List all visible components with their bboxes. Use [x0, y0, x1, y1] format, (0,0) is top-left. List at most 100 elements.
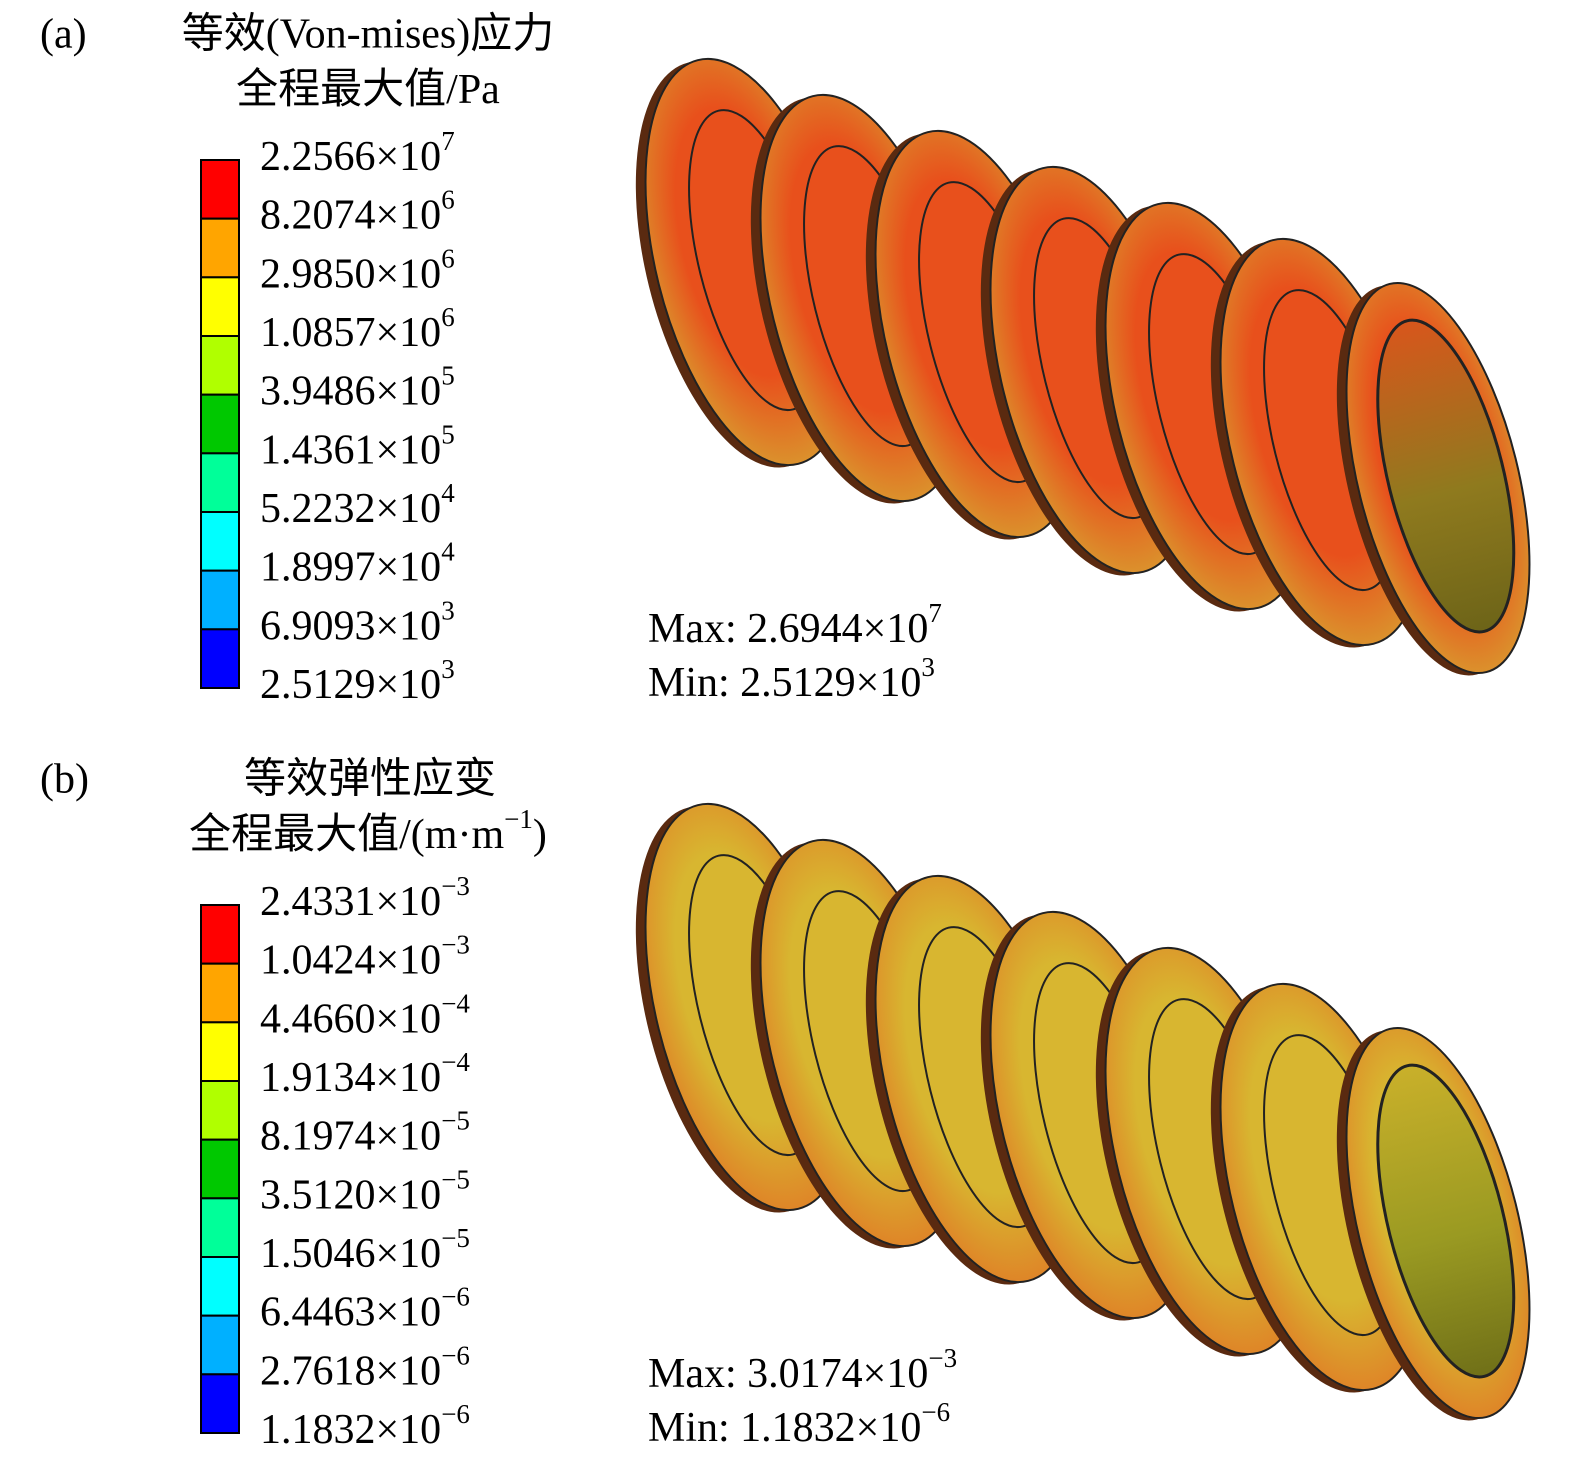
- legend-level-main: 5.2232×10: [260, 486, 441, 532]
- legend-level: 2.2566×107: [260, 126, 455, 179]
- panel-label: (b): [40, 757, 89, 803]
- min-label-sup: −6: [921, 1397, 950, 1427]
- legend-level: 1.0424×10−3: [260, 930, 470, 983]
- legend-level-main: 4.4660×10: [260, 996, 441, 1042]
- model-render: [635, 802, 1531, 1421]
- legend-subtitle: 全程最大值/(m·m−1): [189, 804, 547, 857]
- legend-level-main: 3.9486×10: [260, 368, 441, 414]
- legend-level-main: 6.9093×10: [260, 603, 441, 649]
- legend-level: 8.1974×10−5: [260, 1106, 470, 1159]
- legend-level-main: 3.5120×10: [260, 1172, 441, 1218]
- legend-level: 2.7618×10−6: [260, 1341, 470, 1394]
- legend-level: 3.5120×10−5: [260, 1165, 470, 1218]
- legend-level-main: 2.5129×10: [260, 662, 441, 708]
- model-render: [635, 57, 1531, 676]
- legend-level-main: 1.9134×10: [260, 1055, 441, 1101]
- min-label-sup: 3: [921, 652, 935, 682]
- legend-level-sup: 5: [441, 361, 455, 391]
- legend-level: 8.2074×106: [260, 185, 455, 238]
- legend-level-sup: −5: [441, 1106, 470, 1136]
- legend-band: [200, 1197, 240, 1259]
- legend-level-main: 8.1974×10: [260, 1113, 441, 1159]
- legend-band: [200, 1080, 240, 1141]
- legend-level-main: 1.8997×10: [260, 544, 441, 590]
- legend-subtitle-sup: −1: [504, 804, 533, 834]
- legend-level: 1.8997×104: [260, 537, 455, 590]
- legend-level: 1.1832×10−6: [260, 1399, 470, 1452]
- max-label-main: Max: 2.6944×10: [648, 606, 928, 652]
- legend-subtitle-main: 全程最大值/(m·m: [189, 811, 504, 858]
- legend-title: 等效弹性应变: [244, 756, 496, 803]
- legend-level: 5.2232×104: [260, 478, 455, 531]
- legend-level-main: 1.0424×10: [260, 937, 441, 983]
- legend-band: [200, 335, 240, 396]
- legend-level-sup: 6: [441, 244, 455, 274]
- legend-band: [200, 1373, 240, 1434]
- legend-band: [200, 452, 240, 514]
- legend-level-main: 1.4361×10: [260, 427, 441, 473]
- legend-level-sup: 6: [441, 185, 455, 215]
- legend-level: 2.5129×103: [260, 654, 455, 707]
- min-label-main: Min: 1.1832×10: [648, 1405, 921, 1451]
- legend-level-sup: 6: [441, 302, 455, 332]
- legend-level-main: 6.4463×10: [260, 1289, 441, 1335]
- legend-level: 1.0857×106: [260, 302, 455, 355]
- legend-level-sup: −6: [441, 1399, 470, 1429]
- legend-level-sup: −4: [441, 1047, 470, 1077]
- legend-level-main: 2.9850×10: [260, 251, 441, 297]
- legend-band: [200, 904, 240, 965]
- legend-level: 3.9486×105: [260, 361, 455, 414]
- legend-level-sup: −3: [441, 871, 470, 901]
- legend-level: 1.4361×105: [260, 420, 455, 473]
- legend-level-sup: 4: [441, 537, 455, 567]
- max-label-sup: −3: [928, 1343, 957, 1373]
- legend-level-main: 8.2074×10: [260, 192, 441, 238]
- legend-level-sup: 7: [441, 126, 455, 156]
- legend-subtitle-main: 全程最大值/Pa: [236, 66, 500, 113]
- legend-level: 1.9134×10−4: [260, 1047, 470, 1100]
- bore: [1376, 318, 1516, 634]
- legend-level-sup: 5: [441, 420, 455, 450]
- legend-level-sup: −5: [441, 1223, 470, 1253]
- legend-level-main: 1.5046×10: [260, 1231, 441, 1277]
- panel-label: (a): [40, 12, 87, 58]
- legend-level-main: 1.0857×10: [260, 310, 441, 356]
- max-label: Max: 3.0174×10−3: [648, 1343, 957, 1396]
- legend-level: 2.4331×10−3: [260, 871, 470, 924]
- min-label: Min: 1.1832×10−6: [648, 1397, 950, 1450]
- legend-level: 2.9850×106: [260, 244, 455, 297]
- max-label: Max: 2.6944×107: [648, 598, 942, 651]
- legend-level-main: 2.7618×10: [260, 1348, 441, 1394]
- max-label-main: Max: 3.0174×10: [648, 1351, 928, 1397]
- legend-subtitle: 全程最大值/Pa: [236, 66, 500, 113]
- legend-level-main: 2.4331×10: [260, 879, 441, 925]
- legend-level-sup: −5: [441, 1165, 470, 1195]
- legend-level-main: 2.2566×10: [260, 134, 441, 180]
- legend-level-sup: 3: [441, 596, 455, 626]
- legend-band: [200, 276, 240, 338]
- legend-band: [200, 1021, 240, 1083]
- legend-subtitle-tail: ): [533, 812, 547, 858]
- legend-band: [200, 393, 240, 455]
- legend-band: [200, 1138, 240, 1200]
- legend-level-sup: −3: [441, 930, 470, 960]
- legend-level-sup: 3: [441, 654, 455, 684]
- legend-level: 4.4660×10−4: [260, 989, 470, 1042]
- panel: (b) 等效弹性应变全程最大值/(m·m−1)2.4331×10−31.0424×…: [40, 756, 1531, 1453]
- legend-band: [200, 1256, 240, 1317]
- legend-band: [200, 1314, 240, 1376]
- bore: [1376, 1063, 1516, 1379]
- legend-level: 6.9093×103: [260, 596, 455, 649]
- panel: (a) 等效(Von-mises)应力全程最大值/Pa2.2566×1078.20…: [40, 11, 1531, 708]
- legend-level: 6.4463×10−6: [260, 1282, 470, 1335]
- max-label-sup: 7: [928, 598, 942, 628]
- legend-band: [200, 217, 240, 279]
- legend-level: 1.5046×10−5: [260, 1223, 470, 1276]
- legend-level-main: 1.1832×10: [260, 1407, 441, 1453]
- legend-band: [200, 962, 240, 1024]
- legend-level-sup: −4: [441, 989, 470, 1019]
- legend-band: [200, 159, 240, 220]
- min-label-main: Min: 2.5129×10: [648, 660, 921, 706]
- legend-band: [200, 628, 240, 689]
